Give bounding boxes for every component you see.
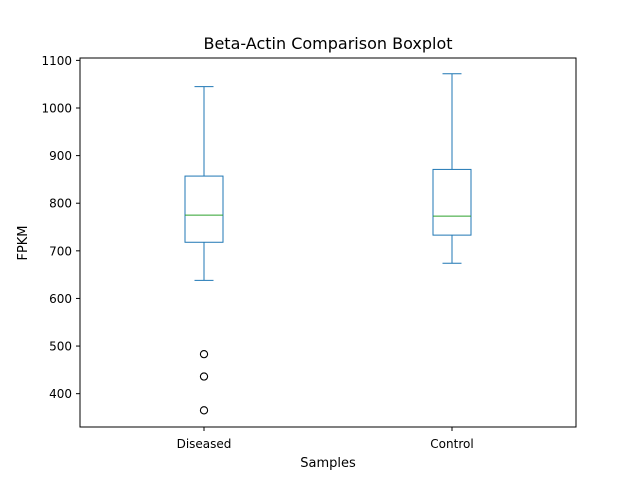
y-tick-label: 500 — [49, 340, 72, 354]
y-tick-label: 800 — [49, 197, 72, 211]
y-tick-label: 900 — [49, 149, 72, 163]
y-axis-label: FPKM — [16, 225, 31, 260]
x-tick-label: Control — [430, 437, 473, 451]
x-axis: Diseased Control — [177, 427, 474, 451]
x-axis-label: Samples — [300, 456, 356, 471]
outlier-point — [199, 350, 209, 359]
box-group-control — [432, 73, 472, 264]
iqr-box — [432, 168, 472, 236]
outlier-point — [199, 372, 209, 381]
y-tick-label: 1000 — [41, 101, 72, 115]
iqr-box — [184, 175, 224, 243]
x-tick-label: Diseased — [177, 437, 232, 451]
y-axis: 400 500 600 700 800 900 1000 1100 — [41, 54, 80, 401]
y-tick-label: 600 — [49, 292, 72, 306]
outlier-point — [199, 406, 209, 415]
plot-area — [184, 73, 472, 415]
axes-frame — [79, 57, 577, 428]
y-tick-label: 400 — [49, 387, 72, 401]
y-tick-label: 1100 — [41, 54, 72, 68]
box-group-diseased — [184, 86, 224, 415]
y-tick-label: 700 — [49, 244, 72, 258]
chart-title: Beta-Actin Comparison Boxplot — [203, 34, 452, 53]
